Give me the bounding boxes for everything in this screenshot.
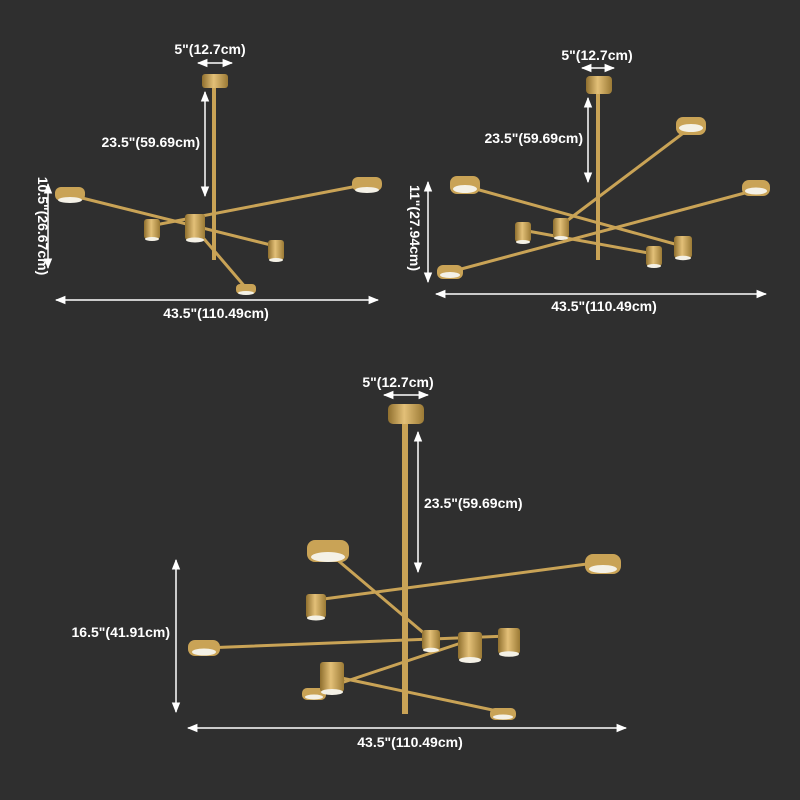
disc-lamp <box>352 177 382 193</box>
disc-lamp <box>236 284 256 295</box>
cylinder-lamp <box>144 219 160 241</box>
arm <box>314 560 604 602</box>
chandelier-1-fixture <box>55 74 382 295</box>
cylinder-lamp <box>553 218 569 240</box>
arm <box>326 550 434 642</box>
canopy <box>586 76 612 94</box>
cylinder-lamp <box>674 236 692 261</box>
height-label: 11"(27.94cm) <box>407 185 423 271</box>
chandelier-2-fixture <box>437 76 770 279</box>
cylinder-lamp <box>320 662 344 695</box>
disc-lamp <box>307 540 349 562</box>
disc-lamp <box>450 176 480 194</box>
rod-label: 23.5"(59.69cm) <box>424 495 522 511</box>
width-label: 43.5"(110.49cm) <box>551 298 657 314</box>
canopy <box>388 404 424 424</box>
canopy-label: 5"(12.7cm) <box>174 41 245 57</box>
canopy-label: 5"(12.7cm) <box>362 374 433 390</box>
chandelier-diagram-3: 5"(12.7cm) 23.5"(59.69cm) 16.5"(41.91cm)… <box>72 374 628 750</box>
arm <box>330 674 504 714</box>
disc-lamp <box>55 187 85 203</box>
cylinder-lamp <box>646 246 662 268</box>
height-label: 16.5"(41.91cm) <box>72 624 170 640</box>
disc-lamp <box>585 554 621 574</box>
width-label: 43.5"(110.49cm) <box>357 734 463 750</box>
down-rod <box>212 88 216 260</box>
chandelier-diagram-2: 5"(12.7cm) 23.5"(59.69cm) 11"(27.94cm) 4… <box>407 47 770 314</box>
disc-lamp <box>490 708 516 720</box>
width-label: 43.5"(110.49cm) <box>163 305 269 321</box>
arm <box>202 634 510 650</box>
down-rod <box>402 424 408 714</box>
arm <box>558 126 692 228</box>
rod-label: 23.5"(59.69cm) <box>102 134 200 150</box>
disc-lamp <box>437 265 463 279</box>
cylinder-lamp <box>515 222 531 244</box>
canopy-label: 5"(12.7cm) <box>561 47 632 63</box>
cylinder-lamp <box>498 628 520 657</box>
down-rod <box>596 94 600 260</box>
arm <box>520 228 656 256</box>
cylinder-lamp <box>306 594 326 621</box>
chandelier-3-fixture <box>188 404 621 720</box>
chandelier-diagram-1: 5"(12.7cm) 23.5"(59.69cm) 10.5"(26.67cm)… <box>35 41 382 321</box>
disc-lamp <box>188 640 220 656</box>
cylinder-lamp <box>422 630 440 653</box>
disc-lamp <box>742 180 770 196</box>
disc-lamp <box>676 117 706 135</box>
cylinder-lamp <box>185 214 205 243</box>
arm <box>448 188 758 274</box>
height-label: 10.5"(26.67cm) <box>35 177 51 275</box>
canopy <box>202 74 228 88</box>
cylinder-lamp <box>458 632 482 663</box>
arm <box>148 182 370 228</box>
cylinder-lamp <box>268 240 284 262</box>
disc-lamp <box>302 688 326 700</box>
rod-label: 23.5"(59.69cm) <box>485 130 583 146</box>
